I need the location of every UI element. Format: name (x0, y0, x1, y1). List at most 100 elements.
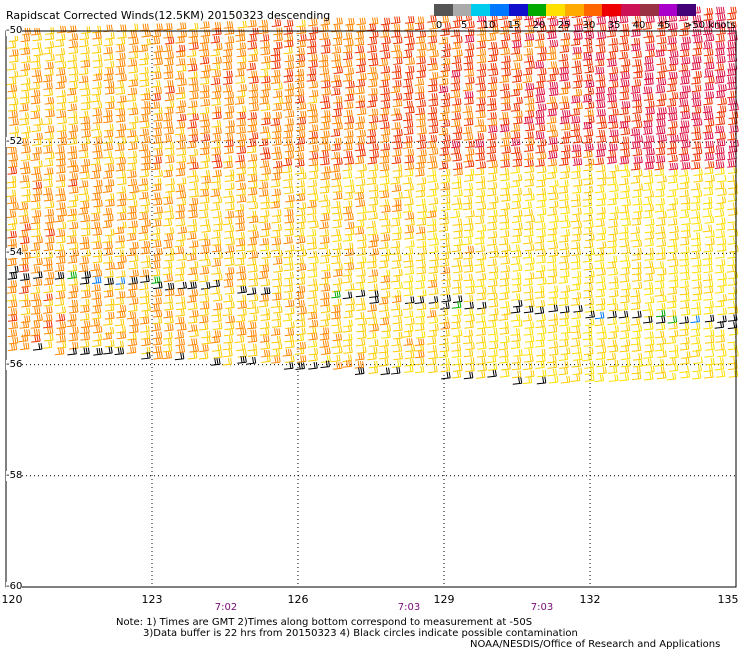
wind-barb (330, 74, 341, 83)
wind-barb (620, 72, 630, 80)
wind-barb (367, 255, 377, 263)
wind-barb (270, 179, 281, 188)
wind-barb (451, 112, 462, 121)
legend-tick: 40 (632, 20, 646, 31)
wind-barb (475, 195, 485, 204)
wind-barb (440, 239, 450, 248)
wind-barb (188, 289, 198, 297)
wind-barb (464, 91, 474, 99)
wind-barb (80, 159, 91, 167)
wind-barb (199, 196, 210, 204)
wind-barb (714, 76, 725, 84)
wind-barb (561, 220, 571, 229)
wind-barb (549, 88, 559, 97)
wind-barb (210, 77, 221, 86)
wind-barb (404, 148, 415, 157)
wind-barb (32, 33, 43, 42)
wind-barb (522, 348, 533, 356)
wind-barb (175, 168, 186, 177)
wind-barb (691, 132, 702, 141)
wind-barb (524, 26, 535, 35)
wind-barb (30, 55, 41, 63)
wind-barb (630, 337, 641, 346)
wind-barb (570, 38, 581, 46)
wind-barb (536, 354, 546, 363)
wind-barb (237, 20, 247, 29)
wind-barb (355, 100, 366, 109)
wind-barb (176, 49, 186, 58)
wind-barb (319, 67, 330, 75)
wind-barb (572, 221, 583, 229)
wind-barb (78, 75, 89, 84)
wind-barb (536, 200, 546, 209)
legend-tick: 35 (607, 20, 621, 31)
wind-barb (727, 20, 737, 29)
wind-barb (572, 367, 583, 376)
wind-barb (500, 335, 510, 344)
wind-barb (608, 344, 619, 353)
wind-barb (308, 362, 318, 370)
wind-barb (525, 257, 535, 265)
wind-barb (655, 127, 666, 135)
wind-barb (654, 162, 665, 171)
wind-barb (656, 252, 666, 261)
wind-barb (189, 92, 199, 100)
wind-barb (643, 56, 654, 65)
wind-barb (307, 96, 318, 104)
wind-barb (681, 162, 691, 170)
wind-barb (475, 104, 486, 112)
wind-barb (726, 76, 737, 84)
wind-barb (427, 224, 437, 233)
wind-barb (56, 152, 66, 161)
wind-barb (102, 185, 113, 194)
wind-barb (428, 63, 439, 71)
wind-barb (69, 249, 79, 257)
wind-barb (594, 311, 605, 320)
wind-barb (78, 264, 89, 273)
wind-barb (355, 338, 366, 347)
wind-barb (546, 255, 557, 264)
wind-barb (32, 187, 43, 196)
wind-barb (105, 199, 115, 207)
wind-barb (210, 287, 221, 295)
wind-barb (631, 141, 641, 150)
wind-barb (416, 70, 426, 79)
wind-barb (429, 323, 439, 332)
wind-barb (367, 45, 377, 53)
wind-barb (7, 272, 18, 280)
wind-barb (416, 119, 426, 128)
wind-barb (594, 261, 605, 270)
wind-barb (271, 188, 281, 197)
wind-barb (392, 204, 402, 212)
wind-barb (463, 252, 473, 260)
wind-barb (368, 184, 379, 192)
wind-barb (487, 63, 497, 71)
wind-barb (619, 275, 630, 283)
wind-barb (549, 192, 559, 201)
wind-barb (212, 244, 222, 253)
wind-barb (223, 21, 234, 29)
wind-barb (392, 92, 403, 101)
wind-barb (583, 177, 594, 186)
wind-barb (596, 198, 606, 207)
wind-barb (366, 311, 377, 320)
wind-barb (499, 250, 509, 258)
wind-barb (452, 218, 463, 226)
wind-barb (153, 57, 163, 66)
wind-barb (92, 108, 102, 117)
wind-barb (440, 302, 450, 310)
wind-barb (260, 103, 271, 112)
wind-barb (558, 339, 569, 348)
wind-barb (716, 174, 727, 183)
legend-tick: 25 (557, 20, 571, 31)
wind-barb (594, 66, 605, 75)
wind-barb (91, 311, 102, 320)
wind-barb (67, 25, 77, 34)
wind-barb (92, 228, 103, 236)
wind-barb (30, 286, 41, 295)
wind-barb (727, 258, 737, 267)
wind-barb (199, 315, 209, 324)
wind-barb (726, 12, 737, 21)
wind-barb (273, 96, 283, 105)
wind-barb (714, 202, 725, 210)
